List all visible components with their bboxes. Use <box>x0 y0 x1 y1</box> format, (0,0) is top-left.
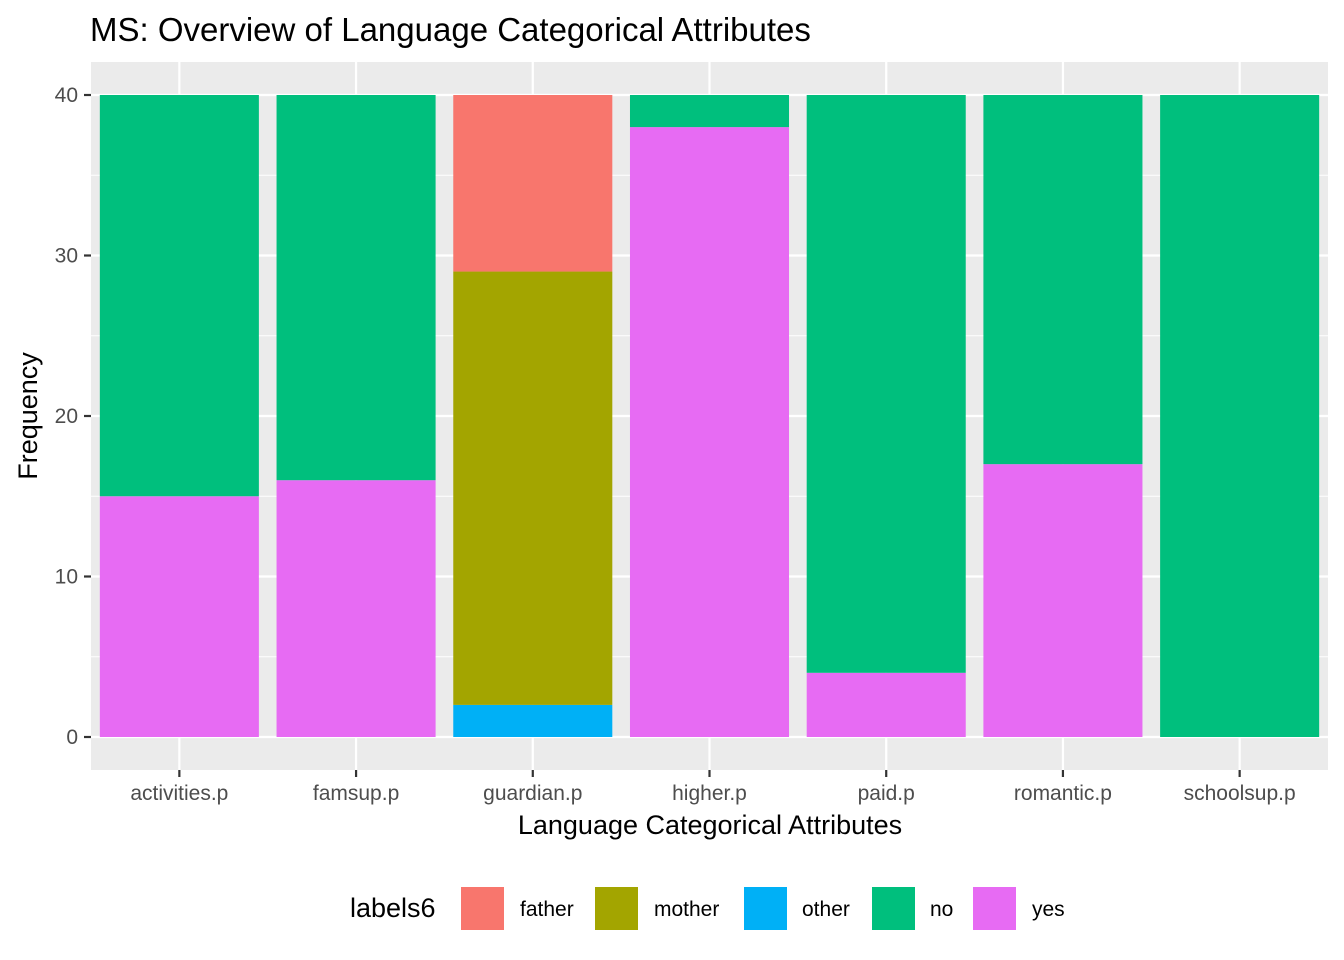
y-tick-label: 40 <box>55 84 78 107</box>
x-tick-label: activities.p <box>130 782 228 805</box>
y-tick-label: 20 <box>55 405 78 428</box>
bar-activities-p-yes <box>99 496 259 737</box>
bar-romantic-p-no <box>983 95 1143 465</box>
bar-paid-p-no <box>806 95 966 673</box>
legend-key-no <box>872 887 915 930</box>
legend-key-father <box>461 887 504 930</box>
x-tick-label: schoolsup.p <box>1184 782 1296 805</box>
bar-higher-p-yes <box>629 127 790 738</box>
x-tick-label: romantic.p <box>1014 782 1112 805</box>
bar-guardian-p-other <box>453 704 613 737</box>
bar-schoolsup-p-no <box>1160 95 1320 737</box>
x-tick-label: paid.p <box>858 782 915 805</box>
bar-activities-p-no <box>99 95 259 497</box>
chart-title: MS: Overview of Language Categorical Att… <box>90 11 811 48</box>
y-tick-label: 30 <box>55 245 78 268</box>
legend-label-father: father <box>520 898 574 921</box>
y-axis: 0 10 20 30 40 <box>55 84 91 749</box>
x-axis: activities.p famsup.p guardian.p higher.p pa… <box>130 770 1296 805</box>
x-tick-label: higher.p <box>672 782 747 805</box>
legend-key-yes <box>973 887 1016 930</box>
legend-label-other: other <box>802 898 850 921</box>
y-tick-label: 10 <box>55 566 78 589</box>
legend-label-mother: mother <box>654 898 719 921</box>
y-tick-label: 0 <box>66 726 78 749</box>
legend-label-yes: yes <box>1032 898 1065 921</box>
x-axis-title: Language Categorical Attributes <box>518 810 902 840</box>
bar-higher-p-no <box>629 95 790 128</box>
y-axis-title: Frequency <box>13 352 43 480</box>
legend-key-other <box>744 887 787 930</box>
bar-famsup-p-yes <box>276 480 436 737</box>
bar-romantic-p-yes <box>983 464 1143 737</box>
bars-group <box>99 95 1320 738</box>
x-tick-label: guardian.p <box>483 782 582 805</box>
bar-guardian-p-father <box>453 95 613 272</box>
bar-paid-p-yes <box>806 672 966 737</box>
bar-famsup-p-no <box>276 95 436 481</box>
legend-title: labels6 <box>350 893 436 923</box>
bar-guardian-p-mother <box>453 271 613 705</box>
legend-key-mother <box>595 887 638 930</box>
x-tick-label: famsup.p <box>313 782 399 805</box>
legend: labels6 father mother other no yes <box>350 887 1065 930</box>
legend-label-no: no <box>930 898 953 921</box>
